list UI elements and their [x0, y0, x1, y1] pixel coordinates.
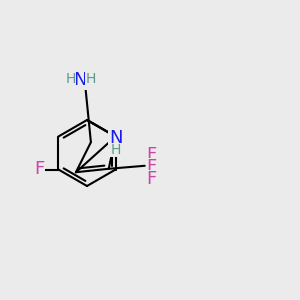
Text: F: F	[146, 146, 157, 164]
Text: N: N	[109, 129, 122, 147]
Text: F: F	[146, 158, 157, 176]
Text: H: H	[110, 143, 121, 157]
Text: H: H	[65, 72, 76, 86]
Text: F: F	[146, 170, 157, 188]
Text: N: N	[74, 71, 87, 89]
Text: F: F	[34, 160, 44, 178]
Text: H: H	[86, 72, 96, 86]
